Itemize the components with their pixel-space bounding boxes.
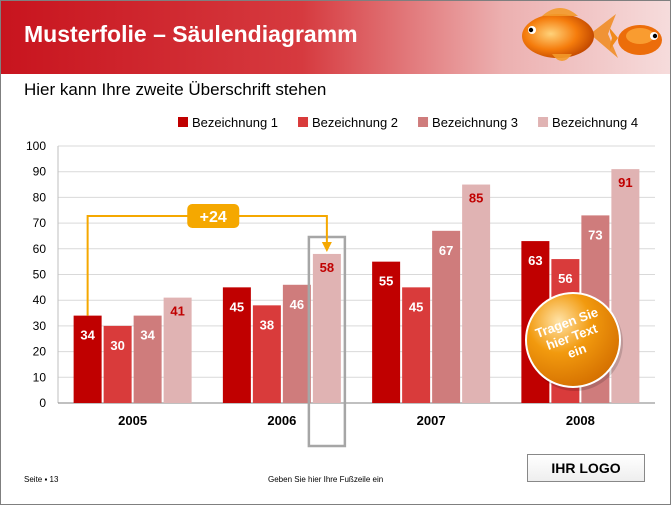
bar-value-label: 30 (110, 338, 124, 353)
y-tick-label: 70 (33, 216, 47, 230)
bar-value-label: 45 (230, 299, 244, 314)
y-tick-label: 20 (33, 345, 47, 359)
bar (611, 169, 640, 403)
legend-label: Bezeichnung 4 (552, 115, 638, 130)
bar (103, 325, 132, 403)
bar-value-label: 58 (320, 260, 334, 275)
x-category-label: 2005 (118, 413, 147, 428)
legend-label: Bezeichnung 3 (432, 115, 518, 130)
legend-label: Bezeichnung 1 (192, 115, 278, 130)
bar (133, 315, 162, 403)
y-tick-label: 90 (33, 165, 47, 179)
footer-text: Geben Sie hier Ihre Fußzeile ein (268, 475, 384, 484)
badge-circle (525, 292, 621, 388)
arrow-head (321, 241, 332, 252)
bar-value-label: 91 (618, 175, 632, 190)
bar-value-label: 85 (469, 191, 483, 206)
y-tick-label: 80 (33, 190, 47, 204)
bar-value-label: 56 (558, 271, 572, 286)
bar (252, 305, 281, 403)
bar-value-label: 38 (260, 317, 274, 332)
bar-value-label: 45 (409, 299, 423, 314)
bar (402, 287, 431, 403)
bar (372, 261, 401, 403)
bar-value-label: 41 (170, 304, 184, 319)
bar (222, 287, 251, 403)
y-tick-label: 50 (33, 268, 47, 282)
bar-value-label: 67 (439, 243, 453, 258)
bar (462, 184, 491, 403)
slide-title: Musterfolie – Säulendiagramm (24, 21, 358, 47)
y-tick-label: 0 (39, 396, 46, 410)
x-category-label: 2008 (566, 413, 595, 428)
y-tick-label: 10 (33, 370, 47, 384)
bar (163, 297, 192, 403)
legend-swatch (538, 117, 549, 127)
x-category-label: 2006 (267, 413, 296, 428)
difference-box (187, 204, 240, 228)
difference-label: +24 (200, 209, 227, 226)
y-tick-label: 100 (26, 139, 46, 153)
badge-text-line: ein (566, 341, 589, 362)
bar-value-label: 34 (80, 328, 95, 343)
bar-value-label: 34 (140, 328, 155, 343)
legend-label: Bezeichnung 2 (312, 115, 398, 130)
slide-subtitle: Hier kann Ihre zweite Überschrift stehen (24, 80, 327, 99)
legend-swatch (418, 117, 429, 127)
logo-placeholder: IHR LOGO (527, 454, 645, 482)
footer-page-number: Seite ▪ 13 (24, 475, 59, 484)
bar (312, 253, 341, 403)
legend-swatch (298, 117, 309, 127)
bar-value-label: 63 (528, 253, 542, 268)
x-category-label: 2007 (417, 413, 446, 428)
bar-value-label: 46 (290, 297, 304, 312)
bar (282, 284, 311, 403)
y-tick-label: 60 (33, 242, 47, 256)
y-tick-label: 30 (33, 319, 47, 333)
y-tick-label: 40 (33, 293, 47, 307)
goldfish-small-icon (610, 25, 662, 55)
legend-swatch (178, 117, 188, 127)
bar-value-label: 55 (379, 274, 393, 289)
bar (73, 315, 102, 403)
bar-value-label: 73 (588, 227, 602, 242)
bar (432, 230, 461, 403)
